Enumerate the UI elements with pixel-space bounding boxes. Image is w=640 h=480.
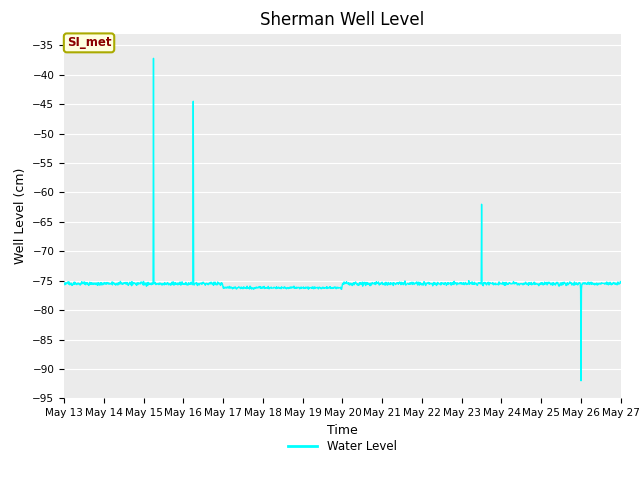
X-axis label: Time: Time (327, 424, 358, 437)
Y-axis label: Well Level (cm): Well Level (cm) (13, 168, 27, 264)
Title: Sherman Well Level: Sherman Well Level (260, 11, 424, 29)
Legend: Water Level: Water Level (283, 436, 402, 458)
Text: SI_met: SI_met (67, 36, 111, 49)
